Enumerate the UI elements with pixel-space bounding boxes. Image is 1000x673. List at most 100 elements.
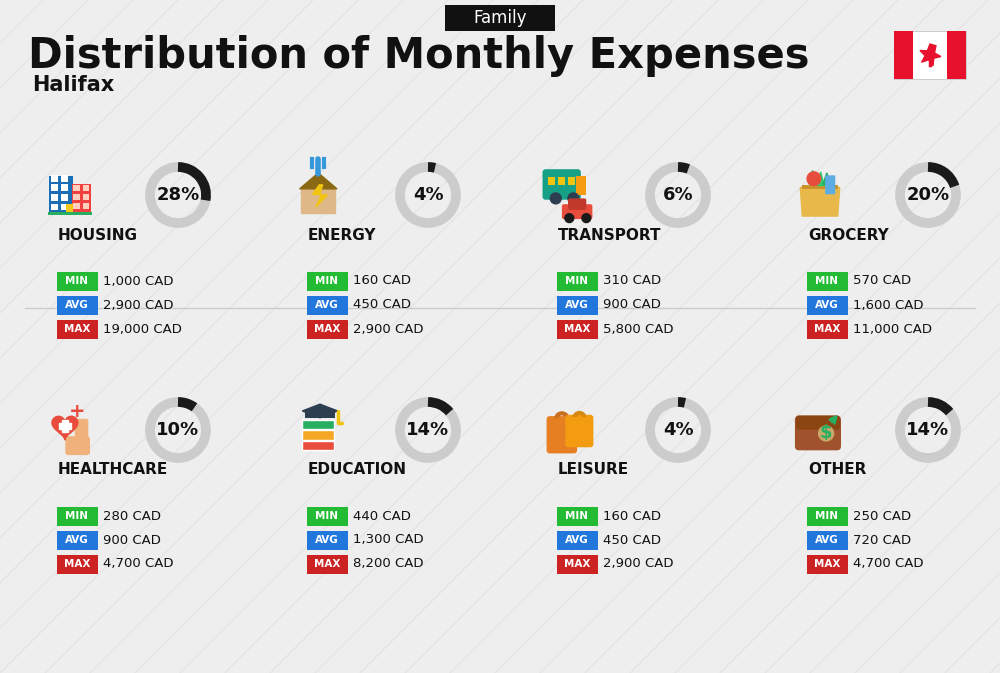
FancyBboxPatch shape: [562, 204, 592, 219]
FancyBboxPatch shape: [806, 555, 848, 573]
FancyBboxPatch shape: [56, 295, 98, 314]
Text: 1,000 CAD: 1,000 CAD: [103, 275, 174, 287]
Text: HEALTHCARE: HEALTHCARE: [58, 462, 168, 478]
FancyBboxPatch shape: [73, 203, 80, 209]
Text: 6%: 6%: [663, 186, 693, 204]
Text: Distribution of Monthly Expenses: Distribution of Monthly Expenses: [28, 35, 810, 77]
Circle shape: [568, 193, 579, 204]
Text: MIN: MIN: [66, 511, 88, 521]
FancyBboxPatch shape: [306, 295, 348, 314]
FancyBboxPatch shape: [61, 184, 68, 191]
Polygon shape: [59, 423, 71, 429]
Text: MIN: MIN: [566, 511, 588, 521]
FancyBboxPatch shape: [302, 430, 334, 440]
Text: MAX: MAX: [314, 324, 340, 334]
FancyBboxPatch shape: [73, 185, 80, 191]
Polygon shape: [302, 404, 338, 418]
FancyBboxPatch shape: [894, 31, 913, 79]
FancyBboxPatch shape: [61, 194, 68, 201]
Text: AVG: AVG: [565, 300, 589, 310]
FancyBboxPatch shape: [302, 441, 334, 450]
FancyBboxPatch shape: [806, 320, 848, 339]
Circle shape: [582, 214, 591, 223]
Text: 900 CAD: 900 CAD: [603, 299, 661, 312]
Polygon shape: [920, 44, 941, 65]
FancyBboxPatch shape: [568, 177, 575, 185]
Text: ENERGY: ENERGY: [308, 227, 376, 242]
Text: 280 CAD: 280 CAD: [103, 509, 161, 522]
Text: 14%: 14%: [406, 421, 450, 439]
Text: +: +: [69, 402, 86, 421]
Text: 720 CAD: 720 CAD: [853, 534, 911, 546]
FancyBboxPatch shape: [306, 320, 348, 339]
Text: 2,900 CAD: 2,900 CAD: [353, 322, 424, 336]
Text: MAX: MAX: [814, 324, 840, 334]
FancyBboxPatch shape: [806, 295, 848, 314]
Text: EDUCATION: EDUCATION: [308, 462, 407, 478]
Polygon shape: [62, 420, 68, 432]
FancyBboxPatch shape: [73, 194, 80, 200]
Text: 20%: 20%: [906, 186, 950, 204]
FancyBboxPatch shape: [806, 271, 848, 291]
Polygon shape: [313, 185, 327, 207]
FancyBboxPatch shape: [576, 176, 586, 195]
Text: 900 CAD: 900 CAD: [103, 534, 161, 546]
FancyBboxPatch shape: [548, 177, 555, 185]
FancyBboxPatch shape: [51, 194, 58, 201]
Text: 4%: 4%: [663, 421, 693, 439]
Text: AVG: AVG: [815, 535, 839, 545]
FancyBboxPatch shape: [75, 419, 88, 444]
Text: 450 CAD: 450 CAD: [353, 299, 411, 312]
Circle shape: [550, 193, 561, 204]
FancyBboxPatch shape: [825, 175, 835, 194]
Text: Family: Family: [473, 9, 527, 27]
Text: 11,000 CAD: 11,000 CAD: [853, 322, 932, 336]
FancyBboxPatch shape: [306, 507, 348, 526]
FancyBboxPatch shape: [543, 169, 581, 200]
FancyBboxPatch shape: [556, 530, 598, 549]
FancyBboxPatch shape: [947, 31, 966, 79]
Text: 450 CAD: 450 CAD: [603, 534, 661, 546]
FancyBboxPatch shape: [558, 177, 565, 185]
Text: MAX: MAX: [564, 324, 590, 334]
Text: TRANSPORT: TRANSPORT: [558, 227, 662, 242]
FancyBboxPatch shape: [56, 320, 98, 339]
Text: AVG: AVG: [65, 300, 89, 310]
Text: 2,900 CAD: 2,900 CAD: [603, 557, 674, 571]
Text: Halifax: Halifax: [32, 75, 114, 95]
FancyBboxPatch shape: [556, 507, 598, 526]
FancyBboxPatch shape: [556, 295, 598, 314]
FancyBboxPatch shape: [565, 415, 593, 448]
Text: AVG: AVG: [815, 300, 839, 310]
FancyBboxPatch shape: [51, 184, 58, 191]
FancyBboxPatch shape: [806, 530, 848, 549]
FancyBboxPatch shape: [796, 415, 840, 429]
FancyBboxPatch shape: [61, 175, 68, 182]
Polygon shape: [300, 173, 337, 189]
Circle shape: [819, 426, 834, 441]
Text: 5,800 CAD: 5,800 CAD: [603, 322, 674, 336]
FancyBboxPatch shape: [306, 530, 348, 549]
Text: AVG: AVG: [565, 535, 589, 545]
FancyBboxPatch shape: [56, 555, 98, 573]
FancyBboxPatch shape: [51, 175, 58, 182]
FancyBboxPatch shape: [302, 420, 334, 429]
Text: LEISURE: LEISURE: [558, 462, 629, 478]
Text: MIN: MIN: [316, 511, 338, 521]
Text: $: $: [820, 425, 832, 442]
FancyBboxPatch shape: [83, 194, 89, 200]
Text: 310 CAD: 310 CAD: [603, 275, 661, 287]
FancyBboxPatch shape: [56, 530, 98, 549]
Polygon shape: [52, 417, 78, 439]
Text: 4,700 CAD: 4,700 CAD: [853, 557, 924, 571]
FancyBboxPatch shape: [806, 507, 848, 526]
Text: MIN: MIN: [816, 511, 838, 521]
Text: 10%: 10%: [156, 421, 200, 439]
Text: 1,600 CAD: 1,600 CAD: [853, 299, 924, 312]
Text: 570 CAD: 570 CAD: [853, 275, 911, 287]
FancyBboxPatch shape: [445, 5, 555, 31]
FancyBboxPatch shape: [556, 555, 598, 573]
Text: 250 CAD: 250 CAD: [853, 509, 911, 522]
FancyBboxPatch shape: [56, 507, 98, 526]
Text: GROCERY: GROCERY: [808, 227, 889, 242]
